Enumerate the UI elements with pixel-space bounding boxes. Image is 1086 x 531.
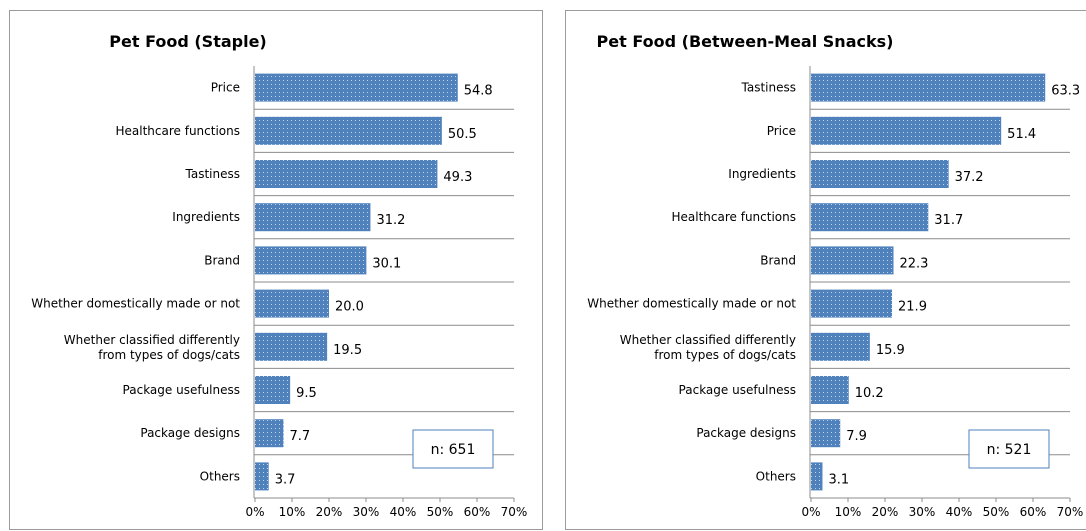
x-tick-label: 10% — [835, 505, 862, 519]
value-label: 7.9 — [846, 429, 867, 444]
value-label: 50.5 — [448, 127, 477, 142]
bar — [255, 289, 329, 318]
bar — [811, 332, 870, 361]
category-label: Tastiness — [741, 81, 796, 95]
x-tick-label: 10% — [279, 505, 306, 519]
bar — [255, 73, 458, 102]
value-label: 22.3 — [900, 256, 929, 271]
category-label: Package usefulness — [123, 383, 240, 397]
bar — [811, 462, 823, 491]
value-label: 51.4 — [1007, 127, 1036, 142]
value-label: 7.7 — [289, 429, 310, 444]
chart-title: Pet Food (Staple) — [109, 32, 266, 51]
category-label: Brand — [204, 253, 240, 267]
category-label: Whether domestically made or not — [31, 297, 240, 311]
category-label: Package usefulness — [679, 383, 796, 397]
bar — [255, 462, 269, 491]
category-label: Price — [767, 124, 796, 138]
x-tick-label: 40% — [946, 505, 973, 519]
value-label: 30.1 — [372, 256, 401, 271]
value-label: 49.3 — [443, 170, 472, 185]
x-tick-label: 0% — [245, 505, 264, 519]
bar — [811, 160, 949, 188]
bar — [255, 376, 291, 404]
x-tick-label: 30% — [353, 505, 380, 519]
bar — [811, 73, 1046, 102]
x-tick-label: 20% — [872, 505, 899, 519]
chart-panel-snacks: Pet Food (Between-Meal Snacks) Tastiness… — [565, 10, 1086, 530]
bar — [811, 376, 849, 404]
category-label: Ingredients — [172, 210, 240, 224]
x-tick-label: 30% — [909, 505, 936, 519]
category-label: Others — [200, 469, 240, 483]
category-label: Ingredients — [728, 167, 796, 181]
chart-panel-staple: Pet Food (Staple) Price 54.8 Healthcare fu… — [9, 10, 543, 530]
bar — [811, 246, 894, 275]
category-label: Whether classified differently from types… — [620, 333, 796, 362]
bar — [255, 116, 442, 145]
x-tick-label: 60% — [1020, 505, 1047, 519]
category-label: Tastiness — [185, 167, 240, 181]
value-label: 19.5 — [333, 343, 362, 358]
value-label: 10.2 — [855, 386, 884, 401]
value-label: 54.8 — [464, 84, 493, 99]
x-tick-label: 60% — [464, 505, 491, 519]
x-tick-label: 70% — [501, 505, 528, 519]
value-label: 31.7 — [934, 213, 963, 228]
value-label: 3.7 — [275, 472, 296, 487]
sample-size-label: n: 651 — [431, 442, 476, 458]
bar — [255, 246, 367, 275]
chart-title: Pet Food (Between-Meal Snacks) — [597, 32, 894, 51]
category-label: Others — [756, 469, 796, 483]
x-tick-label: 20% — [316, 505, 343, 519]
bar — [811, 203, 929, 232]
x-tick-label: 40% — [390, 505, 417, 519]
category-label: Brand — [760, 253, 796, 267]
category-label: Package designs — [140, 426, 240, 440]
value-label: 20.0 — [335, 300, 364, 315]
bar — [255, 203, 371, 232]
value-label: 21.9 — [898, 300, 927, 315]
x-tick-label: 0% — [801, 505, 820, 519]
value-label: 15.9 — [876, 343, 905, 358]
category-label: Healthcare functions — [116, 124, 241, 138]
bar — [811, 289, 893, 318]
bar — [255, 419, 284, 448]
bar — [811, 116, 1002, 145]
category-label: Price — [211, 81, 240, 95]
bar — [811, 419, 841, 448]
value-label: 9.5 — [296, 386, 317, 401]
x-tick-label: 70% — [1057, 505, 1084, 519]
chart-staple-svg: Pet Food (Staple) Price 54.8 Healthcare fu… — [31, 32, 528, 519]
bar — [255, 332, 328, 361]
category-label: Healthcare functions — [672, 210, 797, 224]
sample-size-box — [412, 429, 494, 469]
value-label: 37.2 — [955, 170, 984, 185]
chart-snacks-svg: Pet Food (Between-Meal Snacks) Tastiness… — [587, 32, 1084, 519]
value-label: 3.1 — [828, 472, 849, 487]
value-label: 63.3 — [1051, 84, 1080, 99]
sample-size-label: n: 521 — [987, 442, 1032, 458]
category-label: Package designs — [696, 426, 796, 440]
bar — [255, 160, 438, 188]
category-label: Whether domestically made or not — [587, 297, 796, 311]
x-tick-label: 50% — [427, 505, 454, 519]
x-tick-label: 50% — [983, 505, 1010, 519]
category-label: Whether classified differently from types… — [64, 333, 240, 362]
sample-size-box — [968, 429, 1050, 469]
value-label: 31.2 — [376, 213, 405, 228]
